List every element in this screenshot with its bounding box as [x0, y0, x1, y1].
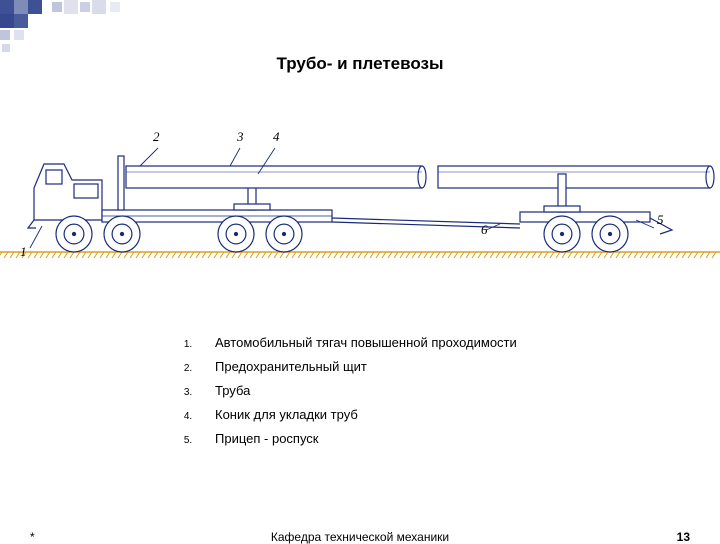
page-title: Трубо- и плетевозы — [0, 54, 720, 74]
svg-text:6: 6 — [481, 222, 488, 237]
footer-page-number: 13 — [677, 530, 690, 544]
svg-text:4: 4 — [273, 130, 280, 144]
svg-text:1: 1 — [20, 244, 27, 259]
legend-item: Автомобильный тягач повышенной проходимо… — [195, 335, 517, 350]
legend: Автомобильный тягач повышенной проходимо… — [195, 335, 517, 455]
svg-text:5: 5 — [657, 212, 664, 227]
truck-diagram: 1 2 3 4 5 6 — [0, 130, 720, 270]
corner-decoration — [0, 0, 140, 60]
svg-text:3: 3 — [236, 130, 244, 144]
legend-item: Предохранительный щит — [195, 359, 517, 374]
footer-center: Кафедра технической механики — [0, 530, 720, 544]
legend-item: Труба — [195, 383, 517, 398]
legend-item: Коник для укладки труб — [195, 407, 517, 422]
svg-text:2: 2 — [153, 130, 160, 144]
legend-item: Прицеп - роспуск — [195, 431, 517, 446]
